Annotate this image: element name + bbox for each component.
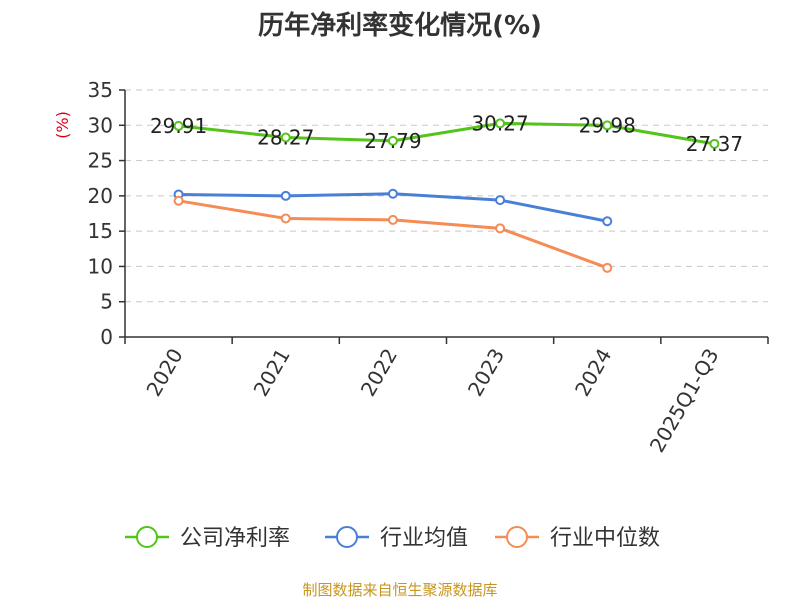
y-tick-label: 10 xyxy=(88,254,113,278)
data-label: 30.27 xyxy=(471,111,528,135)
legend-label: 行业中位数 xyxy=(550,526,660,551)
legend-label: 公司净利率 xyxy=(180,526,290,551)
y-tick-label: 35 xyxy=(88,78,113,102)
y-axis-unit-label: (%) xyxy=(53,111,72,139)
data-point xyxy=(280,190,291,201)
y-tick-label: 5 xyxy=(100,290,113,314)
data-point xyxy=(387,188,398,199)
series-line-0 xyxy=(178,121,715,146)
data-label: 27.79 xyxy=(364,129,421,153)
data-point xyxy=(709,138,720,149)
data-point xyxy=(387,214,398,225)
data-point xyxy=(280,132,291,143)
data-point xyxy=(602,262,613,273)
series-line-2 xyxy=(178,199,608,270)
chart-title: 历年净利率变化情况(%) xyxy=(258,10,542,41)
data-point xyxy=(280,213,291,224)
data-point xyxy=(495,195,506,206)
data-point xyxy=(495,223,506,234)
legend-marker-0 xyxy=(136,526,158,548)
data-point xyxy=(602,216,613,227)
legend-marker-1 xyxy=(336,526,358,548)
x-tick-label: 2024 xyxy=(570,344,616,400)
data-label: 29.91 xyxy=(150,114,207,138)
data-label: 28.27 xyxy=(257,125,314,149)
data-point xyxy=(173,120,184,131)
y-tick-label: 20 xyxy=(88,184,113,208)
source-note: 制图数据来自恒生聚源数据库 xyxy=(302,581,497,599)
data-point xyxy=(173,195,184,206)
y-tick-label: 25 xyxy=(88,149,113,173)
data-point xyxy=(602,120,613,131)
legend: 公司净利率 行业均值 行业中位数 xyxy=(125,526,660,551)
x-tick-label: 2023 xyxy=(463,344,509,400)
y-tick-label: 30 xyxy=(88,113,113,137)
data-point xyxy=(495,118,506,129)
legend-marker-2 xyxy=(506,526,528,548)
y-tick-label: 15 xyxy=(88,219,113,243)
data-label: 27.37 xyxy=(686,132,743,156)
legend-label: 行业均值 xyxy=(380,526,468,551)
x-tick-label: 2020 xyxy=(141,344,187,400)
x-tick-label: 2025Q1-Q3 xyxy=(645,344,724,456)
data-label: 29.98 xyxy=(579,113,636,137)
data-point xyxy=(387,135,398,146)
x-tick-label: 2021 xyxy=(249,344,295,400)
x-tick-label: 2022 xyxy=(356,344,402,400)
y-tick-label: 0 xyxy=(100,325,113,349)
series-layer: 29.91 28.27 27.79 30.27 29.98 27.37 xyxy=(150,111,743,273)
